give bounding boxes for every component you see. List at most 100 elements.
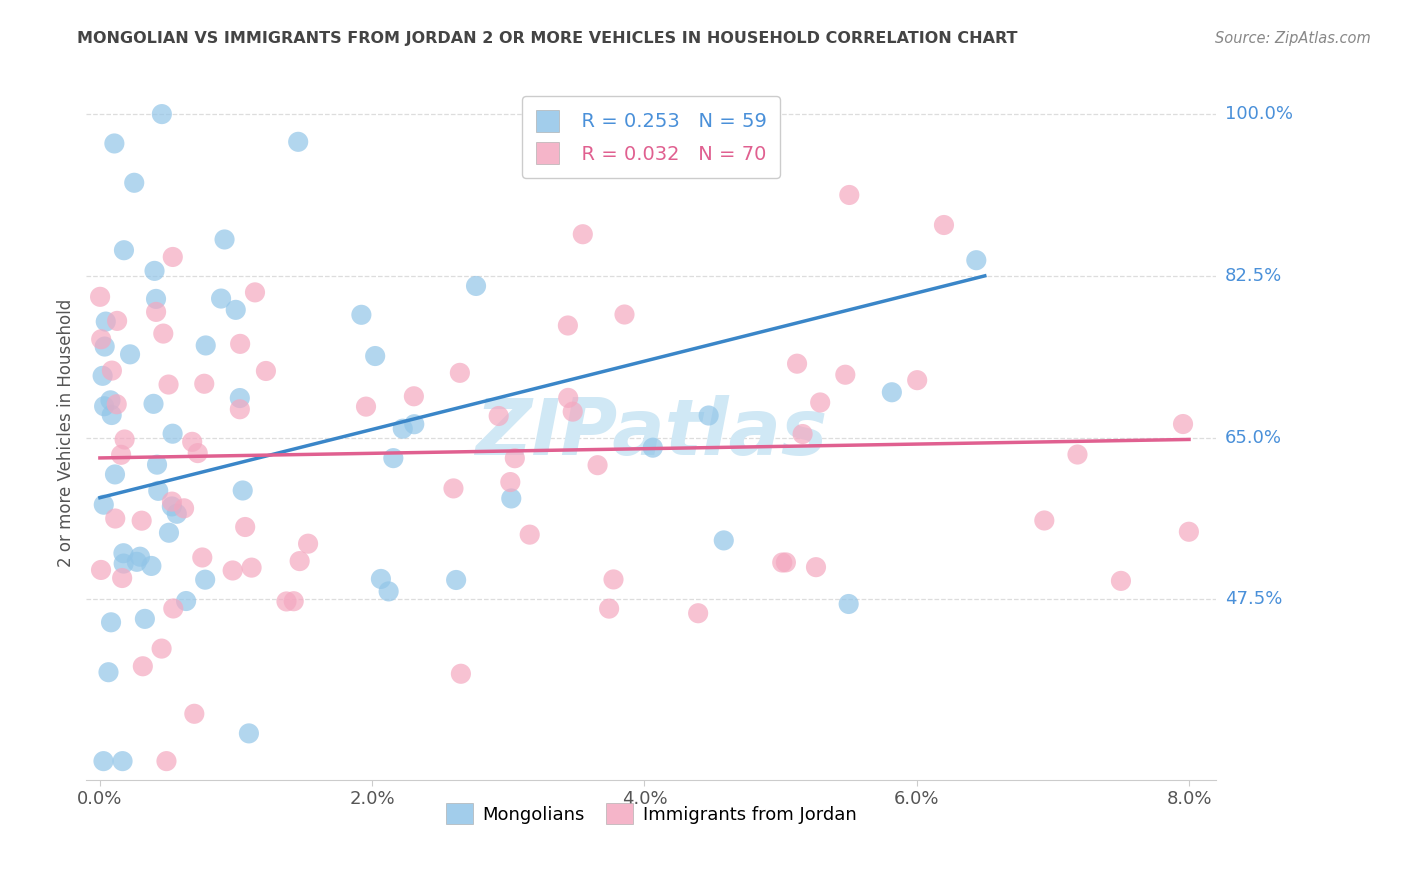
Point xyxy=(254,364,277,378)
Point xyxy=(713,533,735,548)
Text: 47.5%: 47.5% xyxy=(1225,591,1282,608)
Point xyxy=(111,571,134,585)
Point xyxy=(152,326,174,341)
Point xyxy=(350,308,373,322)
Point xyxy=(187,446,209,460)
Point xyxy=(100,393,122,408)
Point xyxy=(105,397,128,411)
Point xyxy=(1033,514,1056,528)
Point xyxy=(602,573,624,587)
Point xyxy=(89,290,111,304)
Point xyxy=(162,426,184,441)
Point xyxy=(93,498,115,512)
Point xyxy=(157,377,180,392)
Point xyxy=(122,176,145,190)
Point xyxy=(364,349,387,363)
Point xyxy=(91,368,114,383)
Point xyxy=(965,253,987,268)
Point xyxy=(155,754,177,768)
Point xyxy=(276,594,298,608)
Point xyxy=(148,483,170,498)
Point xyxy=(93,754,115,768)
Point xyxy=(142,397,165,411)
Point xyxy=(93,340,115,354)
Point xyxy=(225,302,247,317)
Point xyxy=(232,483,254,498)
Point xyxy=(586,458,609,472)
Point xyxy=(132,659,155,673)
Point xyxy=(1066,448,1088,462)
Point xyxy=(402,389,425,403)
Point xyxy=(174,594,197,608)
Point xyxy=(112,557,135,571)
Point xyxy=(129,549,152,564)
Point xyxy=(221,564,243,578)
Point xyxy=(804,560,827,574)
Point xyxy=(786,357,808,371)
Point xyxy=(354,400,377,414)
Point xyxy=(94,315,117,329)
Text: 100.0%: 100.0% xyxy=(1225,105,1292,123)
Point xyxy=(641,441,664,455)
Point xyxy=(499,475,522,489)
Point xyxy=(391,422,413,436)
Point xyxy=(838,188,860,202)
Point xyxy=(104,511,127,525)
Point xyxy=(838,597,860,611)
Point xyxy=(134,612,156,626)
Point xyxy=(141,558,163,573)
Point xyxy=(112,546,135,560)
Point xyxy=(160,494,183,508)
Point xyxy=(557,391,579,405)
Point xyxy=(240,560,263,574)
Point xyxy=(173,501,195,516)
Point xyxy=(666,107,689,121)
Point xyxy=(112,244,135,258)
Point xyxy=(561,404,583,418)
Point xyxy=(146,458,169,472)
Point xyxy=(100,408,122,422)
Point xyxy=(114,433,136,447)
Point xyxy=(1171,417,1194,431)
Text: MONGOLIAN VS IMMIGRANTS FROM JORDAN 2 OR MORE VEHICLES IN HOUSEHOLD CORRELATION : MONGOLIAN VS IMMIGRANTS FROM JORDAN 2 OR… xyxy=(77,31,1018,46)
Text: ZIPatlas: ZIPatlas xyxy=(475,395,827,471)
Point xyxy=(880,385,903,400)
Point xyxy=(572,227,595,242)
Point xyxy=(214,232,236,246)
Point xyxy=(90,563,112,577)
Point xyxy=(697,409,720,423)
Point xyxy=(111,754,134,768)
Point xyxy=(110,448,132,462)
Point xyxy=(238,726,260,740)
Point xyxy=(688,606,710,620)
Point xyxy=(775,555,797,569)
Point xyxy=(166,507,188,521)
Point xyxy=(118,347,141,361)
Point xyxy=(905,373,928,387)
Point xyxy=(792,427,814,442)
Point xyxy=(194,338,217,352)
Point xyxy=(503,451,526,466)
Point xyxy=(370,572,392,586)
Point xyxy=(105,314,128,328)
Point xyxy=(181,434,204,449)
Point xyxy=(233,520,256,534)
Point xyxy=(613,308,636,322)
Point xyxy=(288,554,311,568)
Point xyxy=(145,292,167,306)
Point xyxy=(143,264,166,278)
Point xyxy=(449,366,471,380)
Point xyxy=(229,391,252,405)
Point xyxy=(160,500,183,514)
Point xyxy=(145,305,167,319)
Text: 65.0%: 65.0% xyxy=(1225,429,1282,447)
Point xyxy=(209,292,232,306)
Point xyxy=(557,318,579,333)
Point xyxy=(150,641,173,656)
Point xyxy=(229,337,252,351)
Point xyxy=(382,451,405,466)
Point xyxy=(377,584,399,599)
Point xyxy=(194,573,217,587)
Point xyxy=(443,482,465,496)
Point xyxy=(404,417,426,432)
